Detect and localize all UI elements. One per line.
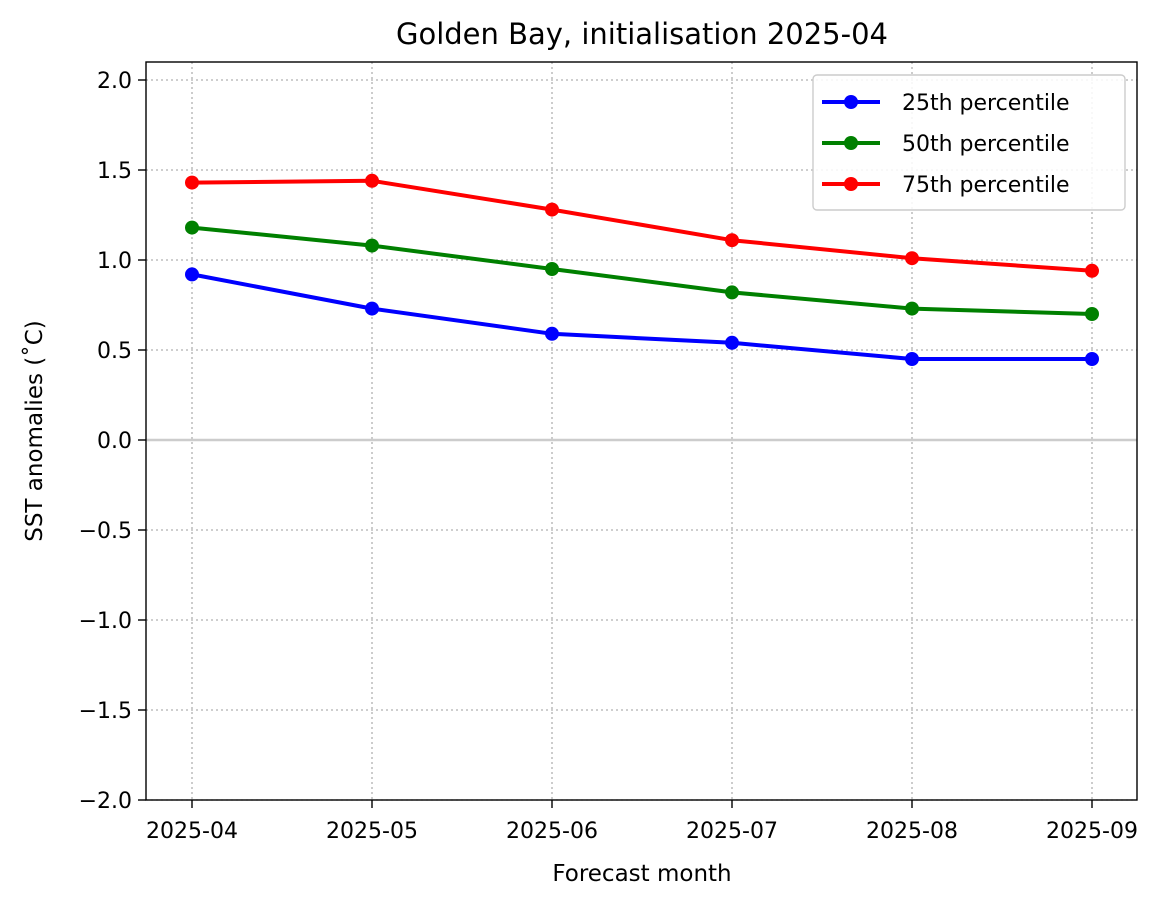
- series-line: [191, 178, 1093, 273]
- legend: 25th percentile 50th percentile 75th perce…: [812, 74, 1126, 211]
- legend-item: 75th percentile: [822, 173, 1070, 198]
- x-tick-label: 2025-07: [686, 819, 778, 844]
- legend-box: [812, 74, 1126, 211]
- x-tick-label: 2025-04: [146, 819, 238, 844]
- data-point: [905, 352, 919, 366]
- data-point: [185, 220, 199, 235]
- y-tick-label: −1.0: [79, 609, 132, 634]
- x-tick-label: 2025-06: [506, 819, 598, 844]
- legend-label: 50th percentile: [902, 132, 1070, 157]
- data-point: [185, 267, 199, 282]
- series-3: [185, 173, 1099, 278]
- y-tick-label: −2.0: [79, 789, 132, 814]
- data-point: [725, 335, 739, 350]
- data-point: [365, 238, 379, 253]
- data-point: [725, 233, 739, 248]
- y-tick-label: −1.5: [79, 699, 132, 724]
- y-tick-label: 0.0: [97, 429, 132, 454]
- legend-label: 75th percentile: [902, 173, 1070, 198]
- y-tick-label: 2.0: [97, 69, 132, 94]
- y-axis-label: SST anomalies (˚C): [21, 320, 48, 542]
- data-point: [725, 285, 739, 300]
- legend-marker: [844, 95, 858, 109]
- x-tick-label: 2025-09: [1046, 819, 1138, 844]
- axis-ticks: −2.0 −1.5 −1.0 −0.5 0.0 0.5 1.0 1.5 2.0 2025-04 20…: [79, 69, 1138, 844]
- data-point: [545, 202, 559, 217]
- chart-title: Golden Bay, initialisation 2025-04: [396, 17, 888, 51]
- series-1: [185, 267, 1099, 366]
- x-tick-label: 2025-05: [326, 819, 418, 844]
- data-point: [905, 301, 919, 316]
- legend-label: 25th percentile: [902, 91, 1070, 116]
- legend-item: 25th percentile: [822, 91, 1070, 116]
- series-group: [185, 173, 1099, 366]
- series-line: [191, 225, 1093, 316]
- plot-area-frame: [145, 61, 1138, 801]
- legend-item: 50th percentile: [822, 132, 1070, 157]
- data-point: [905, 251, 919, 266]
- data-point: [185, 175, 199, 190]
- series-line: [191, 272, 1092, 361]
- data-point: [1085, 263, 1099, 278]
- series-2: [185, 220, 1099, 321]
- y-tick-label: 1.0: [97, 249, 132, 274]
- y-tick-label: 1.5: [97, 159, 132, 184]
- data-point: [545, 262, 559, 276]
- x-tick-label: 2025-08: [866, 819, 958, 844]
- data-point: [365, 301, 379, 316]
- grid-lines: [146, 62, 1137, 801]
- y-tick-label: 0.5: [97, 339, 132, 364]
- x-axis-label: Forecast month: [552, 861, 731, 887]
- data-point: [1085, 307, 1099, 321]
- legend-marker: [844, 136, 858, 150]
- data-point: [545, 326, 559, 341]
- y-tick-label: −0.5: [79, 519, 132, 544]
- data-point: [1085, 352, 1099, 366]
- legend-marker: [844, 177, 858, 191]
- data-point: [365, 173, 379, 188]
